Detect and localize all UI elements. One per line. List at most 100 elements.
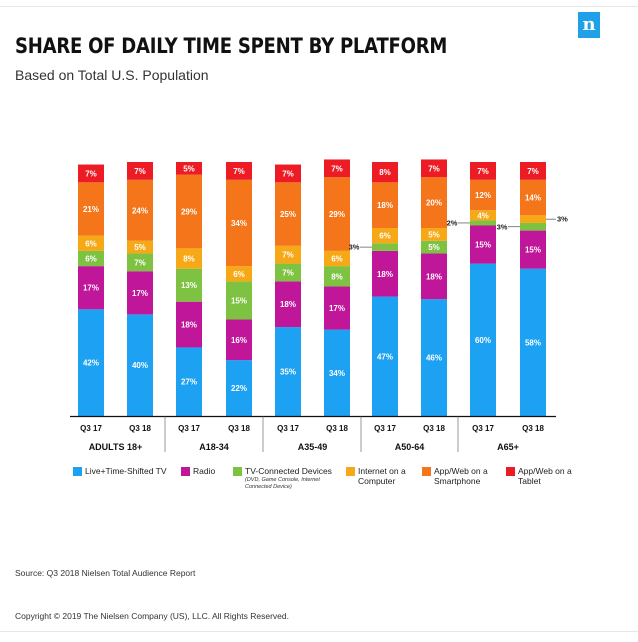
bar-segment-6-1 [372,250,398,297]
bar-segment-5-3 [324,250,350,267]
x-tick-label-9: Q3 18 [522,424,544,433]
data-label-3-1: 16% [231,336,247,345]
bar-segment-5-4 [324,177,350,251]
legend-label-smartphone: App/Web on a Smartphone [434,466,488,486]
legend-swatch-tv-connected [233,467,242,476]
bar-segment-4-2 [275,263,301,282]
source-note: Source: Q3 2018 Nielsen Total Audience R… [15,568,196,578]
bar-segment-2-2 [176,268,202,302]
data-label-4-3: 7% [282,251,294,260]
data-label-6-3: 6% [379,232,391,241]
data-label-4-5: 7% [282,169,294,178]
bar-segment-1-4 [127,179,153,241]
bar-segment-1-3 [127,240,153,254]
bar-segment-7-4 [421,177,447,229]
data-label-7-0: 46% [426,354,442,363]
data-label-4-0: 35% [280,368,296,377]
bar-segment-9-3 [520,215,546,223]
data-label-9-4: 14% [525,194,541,203]
data-label-2-0: 27% [181,378,197,387]
data-label-4-4: 25% [280,210,296,219]
legend-label-radio: Radio [193,466,216,476]
bar-segment-1-1 [127,271,153,315]
stacked-bar-chart: 42% 17% 6% 6% 21% 7% Q3 17 40% 17% 7% 5% 24% 7% Q3 18… [70,159,568,452]
bottom-divider [0,631,638,632]
data-label-4-2: 7% [282,268,294,277]
bar-segment-8-5 [470,162,496,180]
data-label-5-1: 17% [329,304,345,313]
x-tick-label-7: Q3 18 [423,424,445,433]
data-label-7-5: 7% [428,164,440,173]
data-label-0-5: 7% [85,169,97,178]
bar-segment-7-1 [421,253,447,300]
bar-segment-1-2 [127,253,153,272]
data-label-5-2: 8% [331,272,343,281]
bar-segment-6-2 [372,243,398,251]
group-label-1: A18-34 [199,442,229,452]
bar-segment-2-5 [176,162,202,175]
data-label-1-2: 7% [134,258,146,267]
legend-item-tv-connected: TV-Connected Devices (DVD, Game Console,… [233,466,340,491]
bar-segment-9-4 [520,179,546,216]
data-label-7-3: 5% [428,230,440,239]
bar-segment-1-0 [127,314,153,416]
bar-segment-9-1 [520,230,546,269]
data-label-1-4: 24% [132,206,148,215]
x-tick-label-3: Q3 18 [228,424,250,433]
bar-segment-8-3 [470,210,496,221]
bar-segment-5-0 [324,329,350,416]
nielsen-logo-icon: n [578,12,600,38]
legend-swatch-smartphone [422,467,431,476]
bar-segment-7-3 [421,228,447,241]
data-label-2-4: 29% [181,208,197,217]
legend-label-tv-connected: TV-Connected Devices [245,466,332,476]
x-tick-label-5: Q3 18 [326,424,348,433]
legend-item-tablet: App/Web on a Tablet [506,466,574,486]
group-label-3: A50-64 [395,442,425,452]
bar-segment-2-0 [176,347,202,416]
data-label-2-2: 13% [181,281,197,290]
legend-note-tv-connected: (DVD, Game Console, Internet Connected D… [245,477,320,490]
data-label-3-0: 22% [231,384,247,393]
bar-segment-6-5 [372,162,398,183]
data-label-2-3: 8% [183,255,195,264]
data-label-6-5: 8% [379,168,391,177]
data-label-5-3: 6% [331,255,343,264]
legend-label-tv: Live+Time-Shifted TV [85,466,167,476]
data-label-0-1: 17% [83,284,99,293]
bar-segment-3-1 [226,319,252,361]
legend-item-radio: Radio [181,466,238,476]
data-label-9-5: 7% [527,167,539,176]
data-label-outside-8-2: 2% [447,218,458,227]
bar-segment-5-5 [324,159,350,178]
bar-segment-7-2 [421,240,447,254]
legend-swatch-tv [73,467,82,476]
data-label-3-5: 7% [233,167,245,176]
data-label-1-3: 5% [134,243,146,252]
bar-segment-4-1 [275,281,301,328]
bar-segment-5-1 [324,286,350,330]
bar-segment-0-1 [78,266,104,310]
bar-segment-0-3 [78,235,104,251]
data-label-7-4: 20% [426,199,442,208]
data-label-0-2: 6% [85,255,97,264]
data-label-0-3: 6% [85,239,97,248]
x-tick-label-8: Q3 17 [472,424,494,433]
bar-segment-2-1 [176,301,202,348]
bar-segment-3-2 [226,281,252,320]
data-label-0-4: 21% [83,205,99,214]
data-label-3-2: 15% [231,296,247,305]
data-label-2-5: 5% [183,164,195,173]
bar-segment-6-4 [372,182,398,229]
data-label-6-1: 18% [377,270,393,279]
bar-segment-3-3 [226,266,252,282]
bar-segment-3-5 [226,162,252,180]
data-label-outside-9-2: 3% [497,222,508,231]
data-label-8-1: 15% [475,241,491,250]
legend-label-computer: Internet on a Computer [358,466,406,486]
bar-segment-4-0 [275,327,301,416]
bar-segment-8-1 [470,225,496,264]
bar-segment-0-2 [78,250,104,267]
group-label-0: ADULTS 18+ [89,442,143,452]
bar-segment-6-0 [372,296,398,416]
